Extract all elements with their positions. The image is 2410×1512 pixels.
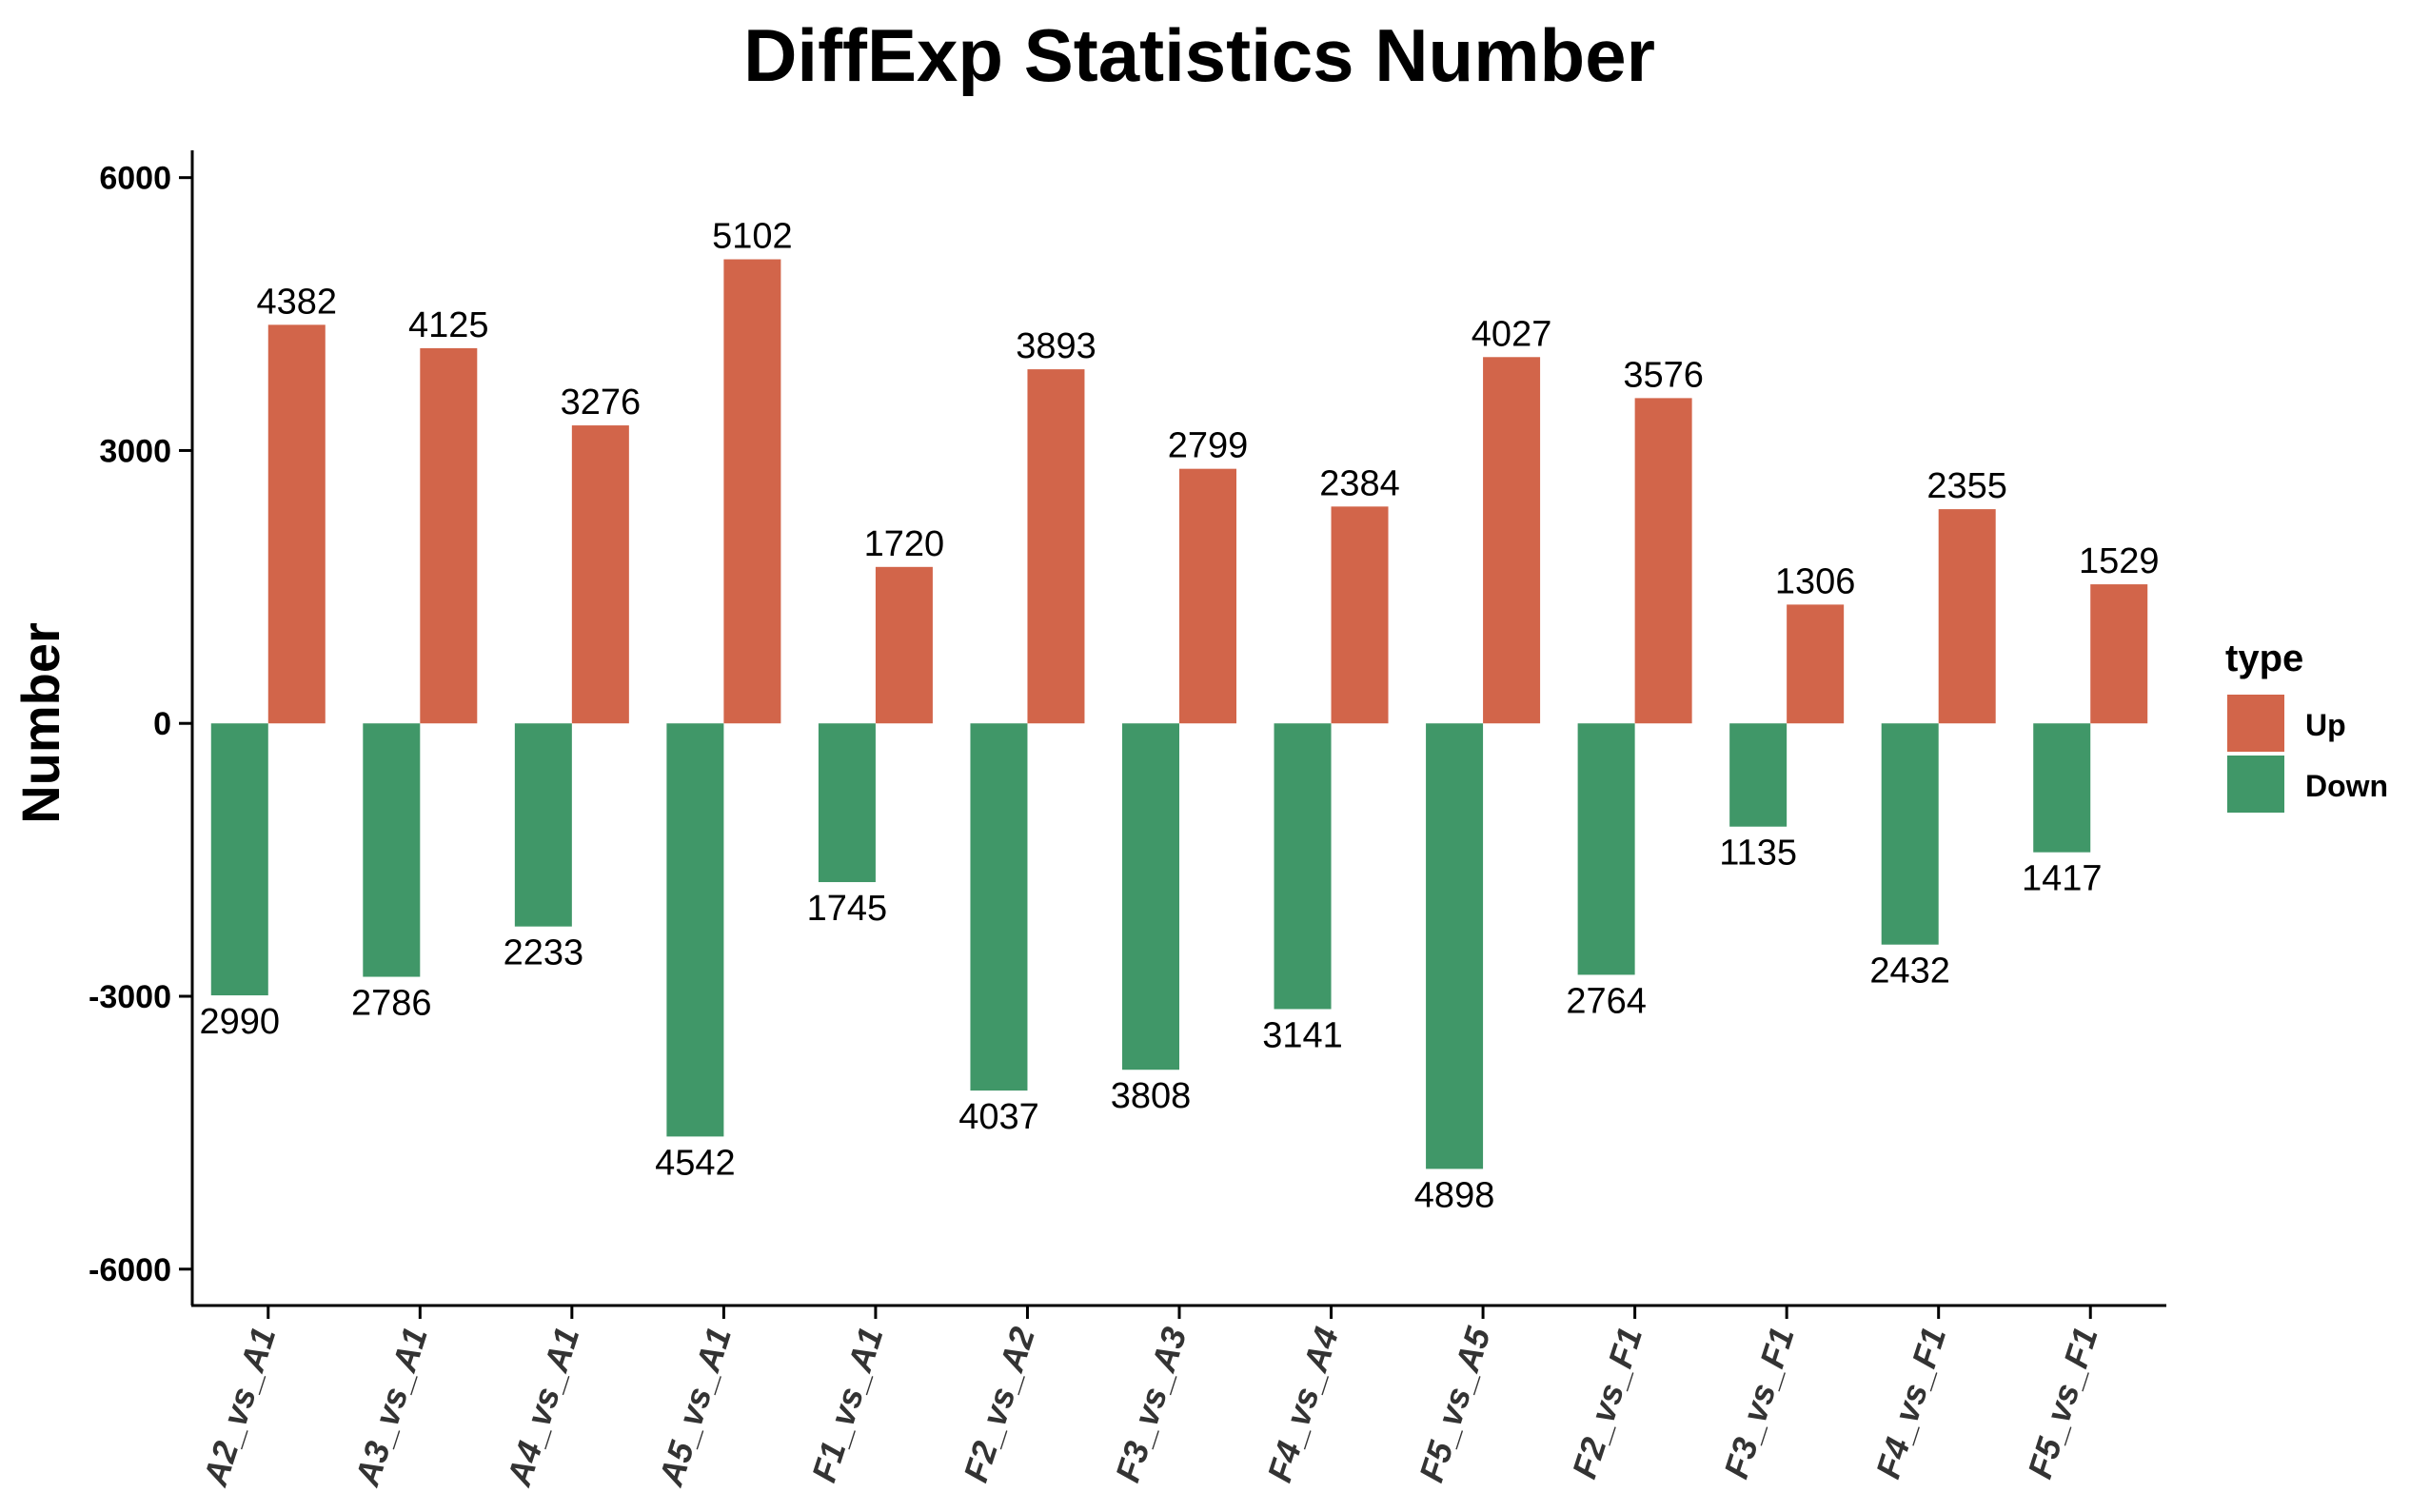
data-label-down: 4037	[958, 1097, 1039, 1137]
bar-down	[210, 723, 268, 996]
data-label-down: 4898	[1414, 1175, 1495, 1215]
data-label-down: 2990	[199, 1002, 280, 1042]
y-tick-label: 6000	[99, 161, 171, 197]
x-tick-label: A5_vs_A1	[651, 1323, 739, 1491]
bar-up	[1938, 509, 1996, 724]
x-tick-label: F5_vs_F1	[2020, 1323, 2105, 1483]
data-label-up: 3276	[561, 383, 642, 422]
data-label-up: 3893	[1016, 326, 1096, 366]
x-tick-label: F4_vs_A4	[1259, 1323, 1346, 1487]
data-label-up: 1529	[2079, 541, 2160, 581]
y-tick-label: 0	[153, 706, 171, 742]
legend-label-up: Up	[2305, 708, 2346, 742]
chart-title: DiffExp Statistics Number	[743, 13, 1655, 97]
data-label-up: 4027	[1472, 314, 1552, 354]
data-label-up: 1306	[1775, 561, 1856, 601]
bar-up	[571, 425, 629, 724]
bar-down	[970, 723, 1028, 1091]
bar-down	[1426, 723, 1484, 1169]
bar-up	[1027, 369, 1085, 724]
bar-down	[1881, 723, 1939, 945]
data-label-down: 3141	[1262, 1015, 1343, 1055]
y-tick-label: -3000	[89, 979, 171, 1015]
data-label-down: 1135	[1719, 834, 1797, 874]
x-tick-label: F5_vs_A5	[1412, 1322, 1498, 1486]
data-label-up: 2799	[1168, 426, 1249, 466]
data-label-up: 4125	[408, 305, 489, 345]
x-tick-label: A4_vs_A1	[499, 1323, 586, 1491]
x-tick-label: F2_vs_F1	[1565, 1323, 1650, 1483]
bar-up	[1634, 398, 1692, 724]
legend-swatch-down	[2227, 756, 2284, 813]
data-label-down: 4542	[655, 1143, 736, 1183]
bar-down	[1577, 723, 1635, 975]
x-tick-label: F3_vs_A3	[1108, 1323, 1195, 1487]
x-tick-label: F1_vs_A1	[804, 1323, 891, 1487]
bar-up	[420, 347, 478, 724]
data-label-up: 1720	[864, 524, 945, 564]
data-label-up: 5102	[712, 217, 793, 257]
bar-up	[1179, 468, 1236, 724]
bar-up	[1331, 506, 1389, 724]
y-tick-label: -6000	[89, 1252, 171, 1288]
x-tick-label: F2_vs_A2	[956, 1323, 1042, 1487]
x-tick-label: A3_vs_A1	[346, 1323, 434, 1491]
data-label-up: 2384	[1319, 463, 1400, 503]
data-label-down: 3808	[1111, 1076, 1192, 1116]
data-label-down: 2233	[504, 933, 584, 973]
x-tick-label: A2_vs_A1	[195, 1323, 283, 1491]
legend-label-down: Down	[2305, 769, 2388, 803]
y-tick-label: 3000	[99, 433, 171, 469]
bar-up	[875, 566, 933, 724]
bar-down	[2033, 723, 2091, 853]
plot-area: 6000 3000 0 -3000 -6000 2990 4382 A2_vs_A1 2786 4…	[89, 161, 2159, 1491]
bar-down	[1122, 723, 1179, 1070]
bar-up	[267, 324, 326, 724]
y-axis-label: Number	[10, 622, 70, 824]
legend-swatch-up	[2227, 695, 2284, 752]
bar-up	[1787, 604, 1845, 724]
data-label-down: 2432	[1869, 952, 1950, 992]
data-label-down: 2786	[351, 984, 432, 1024]
bar-up	[723, 259, 781, 724]
x-tick-label: F4_vs_F1	[1868, 1323, 1954, 1483]
data-label-down: 1417	[2022, 859, 2103, 899]
bar-up	[2090, 584, 2148, 724]
data-label-up: 2355	[1926, 466, 2007, 506]
x-tick-label: F3_vs_F1	[1716, 1323, 1802, 1483]
legend: type Up Down	[2225, 638, 2388, 813]
data-label-down: 1745	[807, 889, 888, 929]
bar-down	[1729, 723, 1788, 827]
data-label-down: 2764	[1566, 981, 1647, 1021]
bar-down	[514, 723, 572, 927]
bar-down	[1274, 723, 1332, 1010]
legend-title: type	[2225, 638, 2303, 679]
bar-up	[1483, 357, 1541, 724]
data-label-up: 3576	[1623, 355, 1704, 395]
data-label-up: 4382	[256, 282, 337, 322]
bar-down	[363, 723, 421, 977]
bar-down	[818, 723, 876, 883]
bar-down	[666, 723, 724, 1137]
